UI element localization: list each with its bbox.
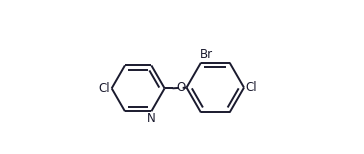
Text: Cl: Cl <box>99 82 110 95</box>
Text: N: N <box>147 112 156 125</box>
Text: O: O <box>176 81 186 94</box>
Text: Br: Br <box>200 48 213 61</box>
Text: Cl: Cl <box>245 81 257 94</box>
